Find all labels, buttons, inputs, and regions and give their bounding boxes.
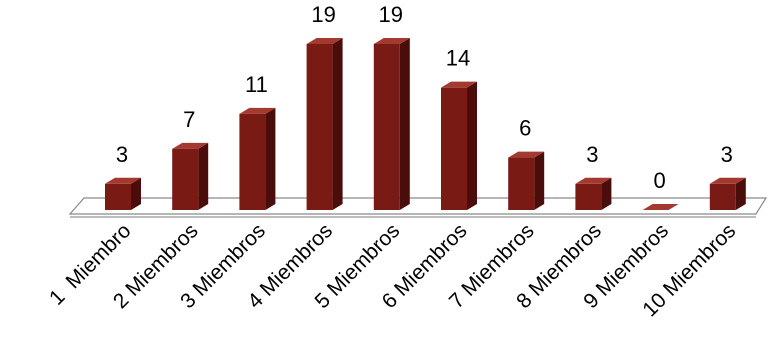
bar	[441, 81, 477, 211]
data-labels: 3 7 11 19 19 14 6 3 0 3	[116, 2, 733, 193]
bar	[575, 177, 612, 210]
bar	[508, 151, 545, 210]
data-label: 3	[116, 142, 128, 167]
data-label: 11	[245, 72, 268, 97]
data-label: 14	[446, 46, 470, 71]
bar	[105, 177, 141, 210]
data-label: 3	[721, 142, 733, 167]
bar	[306, 38, 343, 210]
bars	[105, 38, 746, 211]
bar	[709, 177, 746, 210]
bar	[642, 204, 679, 210]
data-label: 7	[183, 107, 195, 132]
bar	[172, 142, 209, 210]
data-label: 3	[586, 142, 598, 167]
data-label: 19	[379, 2, 403, 27]
bar	[239, 107, 276, 210]
bar	[373, 38, 410, 210]
data-label: 0	[653, 168, 665, 193]
data-label: 19	[311, 2, 335, 27]
data-label: 6	[519, 116, 531, 141]
